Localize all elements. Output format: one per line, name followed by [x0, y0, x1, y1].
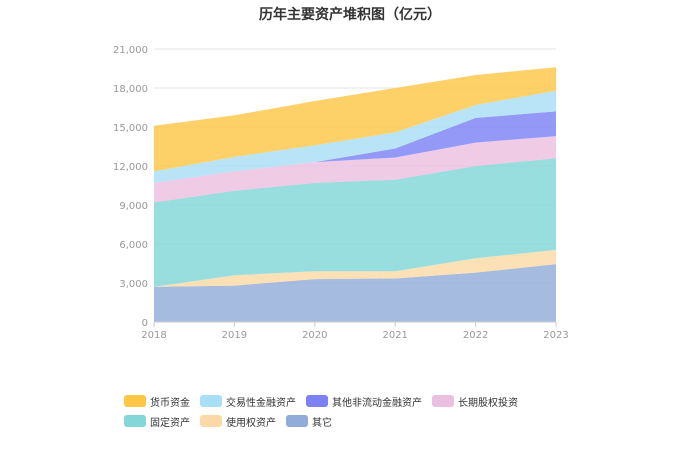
x-tick-label: 2023 — [543, 330, 568, 341]
y-tick-label: 18,000 — [113, 84, 148, 95]
legend-item[interactable]: 长期股权投资 — [432, 391, 518, 411]
legend-label: 使用权资产 — [226, 417, 276, 429]
y-tick-label: 6,000 — [119, 240, 148, 251]
y-tick-label: 0 — [142, 318, 148, 329]
x-tick-label: 2020 — [302, 330, 327, 341]
y-tick-label: 12,000 — [113, 162, 148, 173]
legend-item[interactable]: 其它 — [286, 411, 332, 431]
legend-swatch — [200, 415, 222, 427]
x-tick-label: 2021 — [382, 330, 407, 341]
y-tick-label: 3,000 — [119, 279, 148, 290]
legend-item[interactable]: 其他非流动金融资产 — [306, 391, 422, 411]
x-tick-label: 2022 — [463, 330, 488, 341]
legend-swatch — [432, 395, 454, 407]
legend-swatch — [124, 395, 146, 407]
legend-item[interactable]: 固定资产 — [124, 411, 190, 431]
legend-label: 交易性金融资产 — [226, 397, 296, 409]
y-tick-label: 9,000 — [119, 201, 148, 212]
area-使用权资产 — [154, 249, 556, 287]
area-固定资产 — [154, 158, 556, 287]
legend-label: 其它 — [312, 417, 332, 429]
area-其他非流动金融资产 — [154, 111, 556, 183]
legend-swatch — [306, 395, 328, 407]
x-tick-label: 2019 — [222, 330, 247, 341]
x-tick-label: 2018 — [141, 330, 166, 341]
legend-label: 货币资金 — [150, 397, 190, 409]
legend-item[interactable]: 货币资金 — [124, 391, 190, 411]
legend-swatch — [286, 415, 308, 427]
area-series — [154, 67, 556, 322]
area-长期股权投资 — [154, 136, 556, 203]
legend-label: 长期股权投资 — [458, 397, 518, 409]
legend-item[interactable]: 使用权资产 — [200, 411, 276, 431]
legend-item[interactable]: 交易性金融资产 — [200, 391, 296, 411]
legend-label: 固定资产 — [150, 417, 190, 429]
y-tick-label: 21,000 — [113, 45, 148, 56]
y-tick-label: 15,000 — [113, 123, 148, 134]
x-axis: 2018 2019 2020 2021 2022 2023 — [141, 321, 569, 341]
legend-swatch — [200, 395, 222, 407]
area-货币资金 — [154, 67, 556, 172]
legend-swatch — [124, 415, 146, 427]
area-其它 — [154, 264, 556, 322]
area-交易性金融资产 — [154, 90, 556, 183]
legend: 货币资金 交易性金融资产 其他非流动金融资产 长期股权投资固定资产 使用权资产 其它 — [124, 391, 594, 431]
legend-label: 其他非流动金融资产 — [332, 397, 422, 409]
chart-title: 历年主要资产堆积图（亿元） — [259, 7, 441, 23]
y-axis: 0 3,000 6,000 9,000 12,000 15,000 18,000 21,000 — [113, 45, 148, 329]
